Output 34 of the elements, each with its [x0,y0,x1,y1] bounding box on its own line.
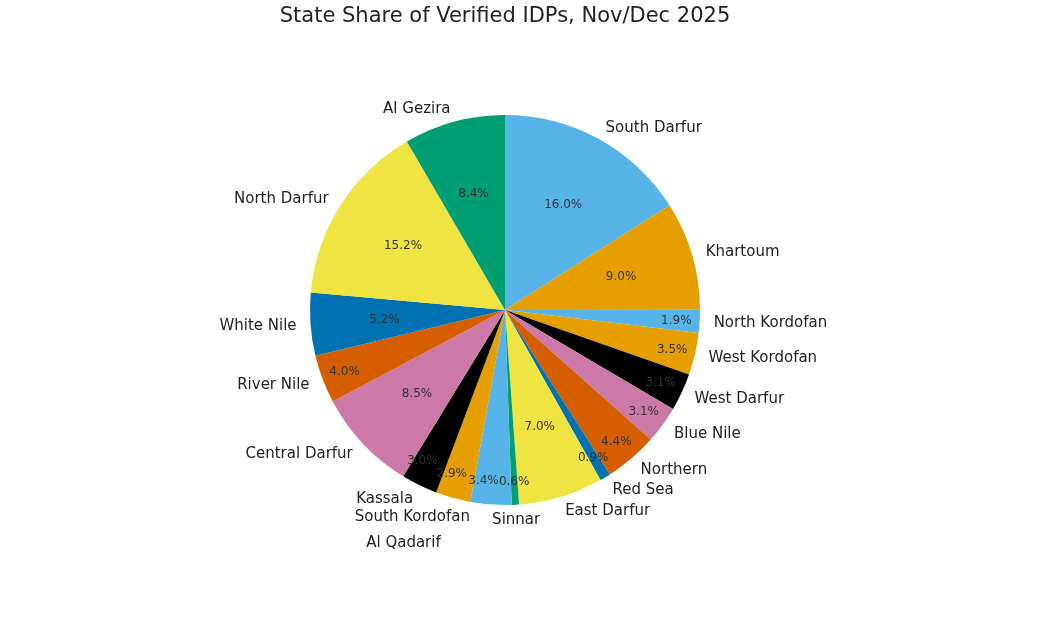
data-label: 4.4% [601,433,632,448]
slice-label: West Kordofan [708,348,818,367]
data-label: 16.0% [544,197,583,212]
slice-label: White Nile [219,316,297,335]
data-label: 3.1% [628,403,659,418]
slice-label: South Kordofan [354,507,471,526]
slice-label: North Kordofan [713,313,828,332]
data-label: 0.9% [577,450,609,465]
data-label: 1.9% [661,312,692,327]
data-label: 5.2% [369,311,400,326]
slice-label: North Darfur [234,188,330,207]
slice-label: Sinnar [492,509,542,528]
slice-label: Al Gezira [383,99,451,118]
slice-label: Blue Nile [673,424,741,443]
slice-label: Kassala [356,488,414,507]
data-label: 4.0% [329,363,360,378]
slice-label: West Darfur [694,389,785,408]
data-label: 7.0% [524,418,556,433]
data-label: 8.4% [458,186,489,201]
data-label: 0.6% [498,474,530,489]
data-label: 9.0% [605,269,637,284]
slice-label: South Darfur [605,117,703,136]
data-label: 3.5% [656,341,688,356]
slice-label: River Nile [237,375,310,394]
slice-label: Northern [640,460,708,479]
pie-slice [310,292,505,356]
slice-label: Red Sea [612,480,674,499]
chart-title: State Share of Verified IDPs, Nov/Dec 2025 [279,3,731,27]
slice-label: Al Qadarif [366,533,442,552]
data-label: 8.5% [401,385,433,400]
data-label: 15.2% [383,238,423,253]
slice-label: Central Darfur [245,444,354,463]
slice-label: East Darfur [565,501,651,520]
slice-label: Khartoum [705,242,780,261]
